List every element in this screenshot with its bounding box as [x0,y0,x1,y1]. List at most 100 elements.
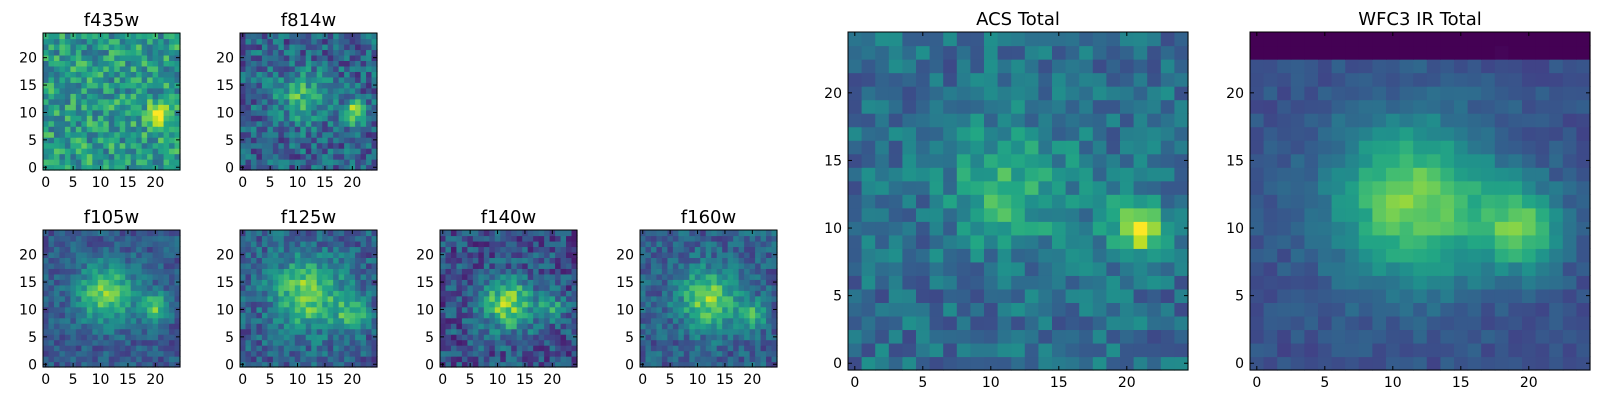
heatmap-cell [114,230,121,237]
heatmap-cell [289,339,296,346]
heatmap-cell [158,273,165,280]
heatmap-cell [43,159,50,166]
heatmap-cell [722,345,729,352]
heatmap-cell [1133,126,1148,141]
heatmap-cell [141,159,148,166]
heatmap-cell [322,49,329,56]
heatmap-cell [861,234,876,249]
heatmap-cell [489,350,496,357]
heatmap-cell [744,246,751,253]
heatmap-cell [1290,180,1305,195]
heatmap-cell [366,49,373,56]
heatmap-cell [771,262,778,269]
heatmap-cell [70,126,77,133]
heatmap-cell [505,339,512,346]
heatmap-cell [311,33,318,40]
heatmap-cell [1133,356,1148,371]
heatmap-cell [48,235,55,242]
heatmap-cell [272,131,279,138]
heatmap-cell [152,257,159,264]
heatmap-cell [349,350,356,357]
heatmap-cell [1174,153,1189,168]
heatmap-cell [158,109,165,116]
heatmap-cell [1160,356,1175,371]
heatmap-cell [678,350,685,357]
heatmap-cell [771,235,778,242]
heatmap-cell [667,284,674,291]
heatmap-cell [956,99,971,114]
heatmap-cell [261,153,268,160]
heatmap-cell [1120,221,1135,236]
heatmap-cell [256,38,263,45]
heatmap-cell [861,261,876,276]
heatmap-cell [544,295,551,302]
heatmap-cell [1413,194,1428,209]
heatmap-cell [1277,261,1292,276]
heatmap-cell [125,246,132,253]
heatmap-cell [1413,288,1428,303]
heatmap-cell [1508,248,1523,263]
heatmap-cell [311,295,318,302]
heatmap-cell [560,301,567,308]
heatmap-cell [141,49,148,56]
heatmap-cell [997,302,1012,317]
heatmap-cell [267,295,274,302]
heatmap-cell [875,302,890,317]
f125w-image [240,230,378,368]
heatmap-cell [1372,180,1387,195]
heatmap-cell [371,120,378,127]
heatmap-cell [70,295,77,302]
heatmap-cell [645,306,652,313]
heatmap-cell [716,328,723,335]
heatmap-cell [738,312,745,319]
heatmap-cell [305,33,312,40]
heatmap-cell [1092,153,1107,168]
heatmap-cell [1386,329,1401,344]
heatmap-cell [86,290,93,297]
heatmap-cell [141,82,148,89]
heatmap-cell [483,279,490,286]
heatmap-cell [555,323,562,330]
heatmap-cell [81,131,88,138]
heatmap-cell [92,93,99,100]
heatmap-cell [59,126,66,133]
heatmap-cell [108,49,115,56]
heatmap-cell [158,115,165,122]
heatmap-cell [1440,180,1455,195]
heatmap-cell [327,279,334,286]
heatmap-cell [1549,261,1564,276]
heatmap-cell [1092,167,1107,182]
heatmap-cell [445,312,452,319]
heatmap-cell [645,345,652,352]
heatmap-cell [1345,167,1360,182]
heatmap-cell [1331,153,1346,168]
heatmap-cell [738,301,745,308]
heatmap-cell [705,317,712,324]
heatmap-cell [1494,248,1509,263]
heatmap-cell [667,301,674,308]
heatmap-cell [1024,72,1039,87]
heatmap-cell [250,273,258,280]
heatmap-cell [125,334,132,341]
heatmap-cell [103,43,110,51]
heatmap-cell [86,317,93,324]
heatmap-cell [245,120,252,127]
heatmap-cell [929,113,944,128]
heatmap-cell [472,345,479,352]
heatmap-cell [555,251,562,258]
heatmap-cell [97,71,104,78]
heatmap-cell [505,356,512,363]
heatmap-cell [533,339,540,346]
heatmap-cell [70,93,77,100]
heatmap-cell [125,301,132,308]
heatmap-cell [1133,315,1148,331]
heatmap-cell [538,240,545,248]
heatmap-cell [278,350,285,357]
heatmap-cell [141,230,148,237]
heatmap-cell [81,262,88,269]
heatmap-cell [103,350,110,357]
heatmap-cell [114,279,121,286]
heatmap-cell [48,290,55,297]
heatmap-cell [108,126,115,133]
heatmap-cell [86,93,93,100]
